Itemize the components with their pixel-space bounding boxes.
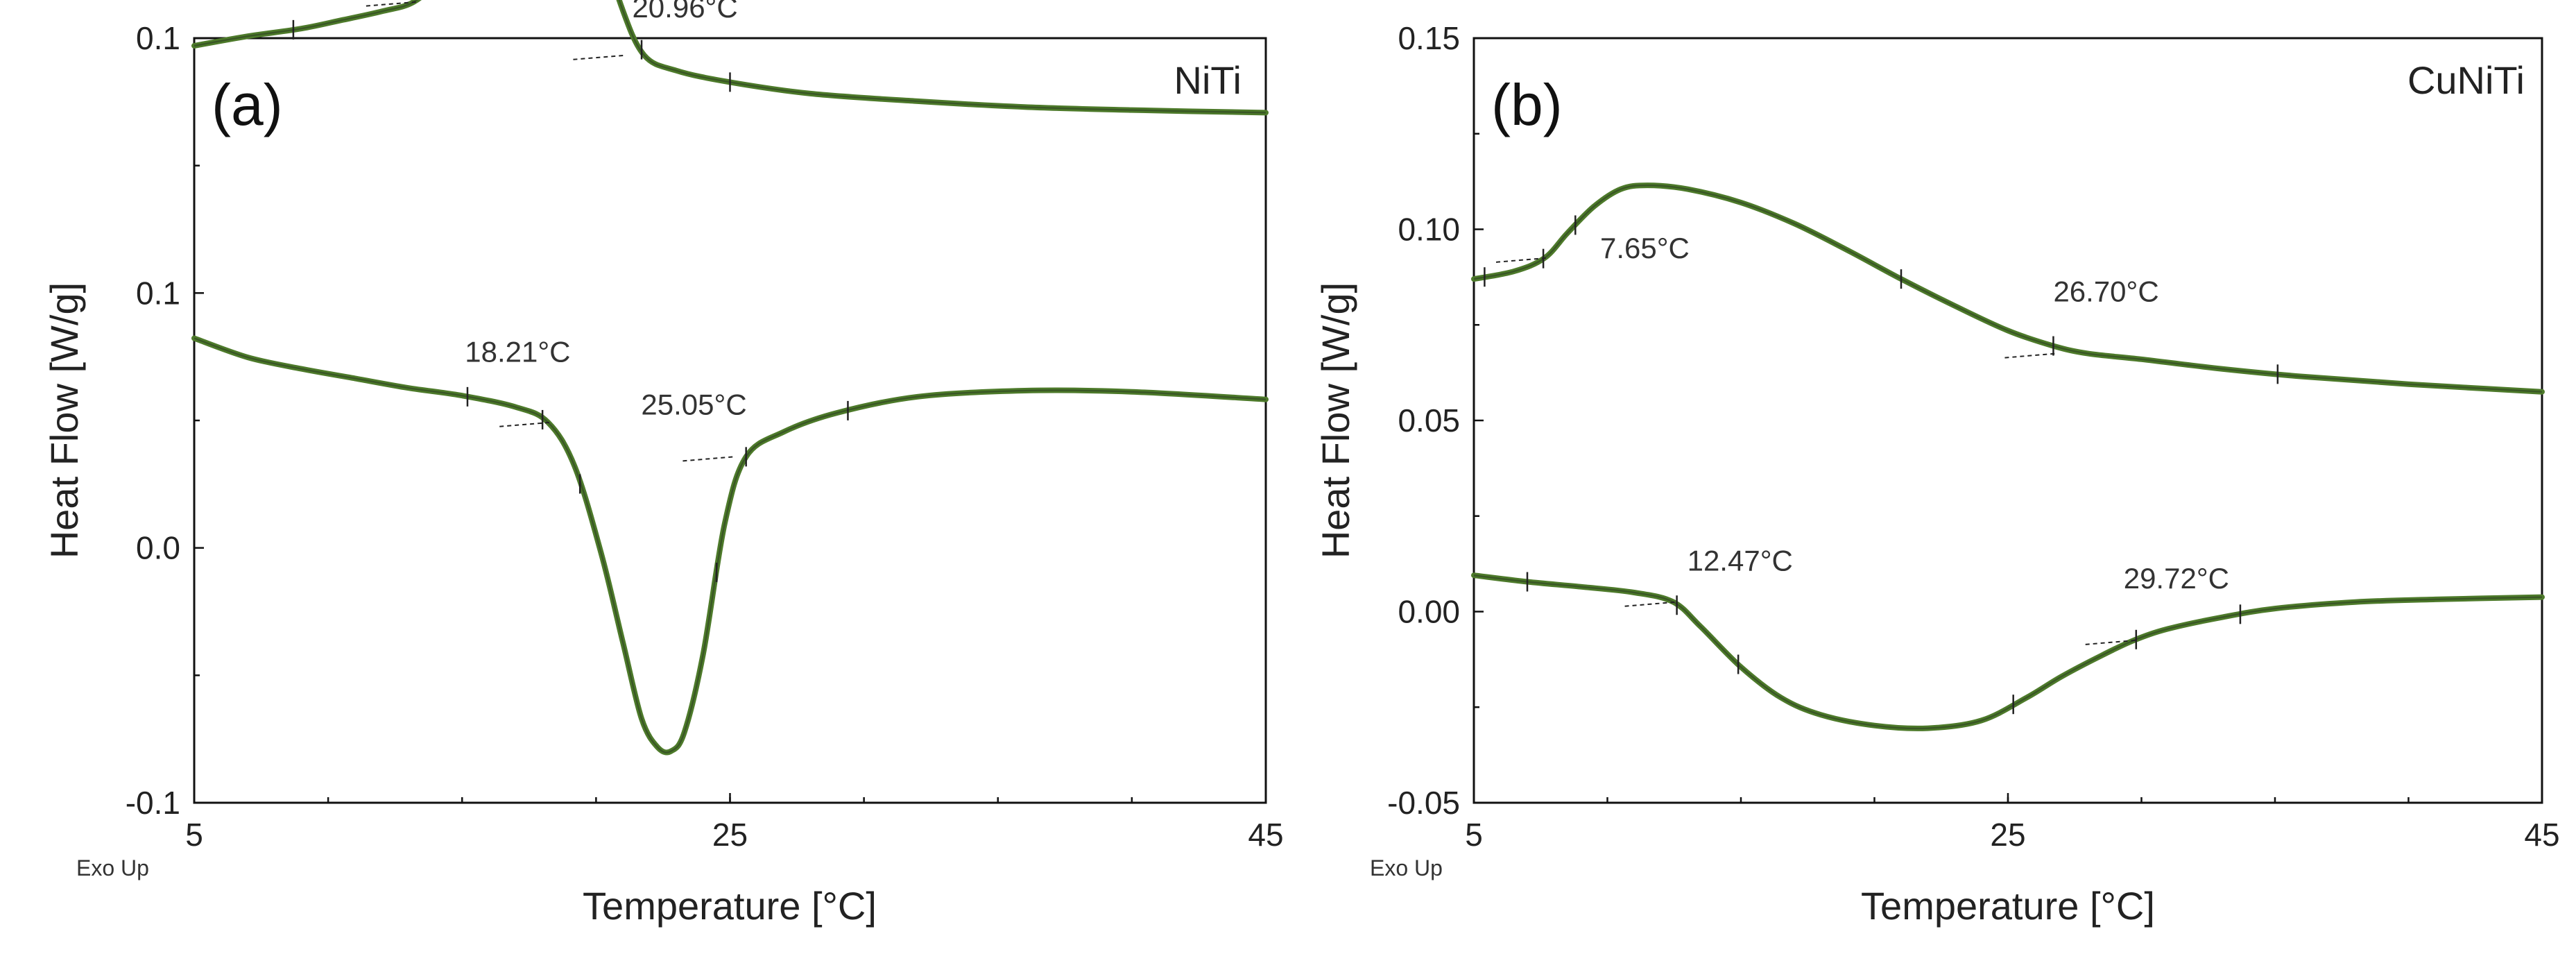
panel-b-x-axis-title: Temperature [°C] (1861, 884, 2155, 928)
panel-b-label: (b) (1491, 72, 1563, 137)
x-tick-label: 25 (712, 817, 748, 853)
onset-baseline (499, 421, 551, 427)
onset-baseline (573, 54, 625, 60)
onset-temperature-label: 25.05°C (641, 389, 746, 421)
panel-a-annotations: 13.23°C20.96°C18.21°C25.05°C (465, 0, 746, 421)
y-tick-label: 0.1 (136, 20, 180, 56)
panel-a-y-ticks: -0.1 0.0 0.1 0.1 (126, 20, 204, 821)
series-line-shadow-heating (194, 337, 1266, 753)
panel-a-series (191, 0, 1269, 756)
x-tick-label: 45 (2524, 817, 2559, 853)
y-tick-label: 0.0 (136, 530, 180, 566)
onset-temperature-label: 18.21°C (465, 336, 570, 368)
y-tick-label: 0.1 (136, 275, 180, 311)
y-tick-label: -0.1 (126, 785, 180, 821)
panel-b: -0.05 0.00 0.05 0.10 0.15 5 25 45 7.65°C 26.70°… (1314, 20, 2560, 928)
panel-b-annotations: 7.65°C 26.70°C 12.47°C 29.72°C (1600, 232, 2229, 595)
panel-b-frame (1472, 37, 2543, 804)
panel-b-material-label: CuNiTi (2407, 58, 2525, 102)
panel-b-marks (1484, 215, 2279, 715)
panel-b-y-axis-title: Heat Flow [W/g] (1314, 282, 1357, 559)
panel-a-material-label: NiTi (1174, 58, 1242, 102)
y-tick-label: 0.10 (1398, 212, 1460, 248)
onset-temperature-label: 20.96°C (632, 0, 737, 24)
x-tick-label: 5 (185, 817, 203, 853)
onset-baseline (2085, 639, 2137, 645)
onset-baseline (1495, 257, 1548, 263)
panel-a-marks (292, 1, 849, 583)
series-line-shadow-cooling (1473, 184, 2543, 393)
onset-temperature-label: 26.70°C (2053, 275, 2158, 308)
y-tick-label: 0.00 (1398, 594, 1460, 630)
panel-b-y-ticks: -0.05 0.00 0.05 0.10 0.15 (1387, 20, 1484, 821)
panel-a-x-ticks: 5 25 45 (185, 793, 1284, 853)
y-tick-label: 0.05 (1398, 402, 1460, 438)
x-tick-label: 45 (1248, 817, 1283, 853)
x-tick-label: 25 (1990, 817, 2025, 853)
panel-a-label: (a) (212, 72, 283, 137)
series-line-cooling (1471, 182, 2545, 395)
onset-temperature-label: 29.72°C (2124, 562, 2229, 595)
onset-temperature-label: 12.47°C (1688, 545, 1793, 577)
y-tick-label: 0.15 (1398, 20, 1460, 56)
panel-b-exo-up-note: Exo Up (1370, 855, 1443, 880)
panel-a-y-axis-title: Heat Flow [W/g] (42, 282, 86, 559)
panel-a-exo-up-note: Exo Up (76, 855, 149, 880)
onset-baseline (682, 456, 735, 462)
x-tick-label: 5 (1465, 817, 1483, 853)
y-tick-label: -0.05 (1387, 785, 1460, 821)
series-line-shadow-heating (1473, 574, 2543, 730)
onset-baseline (2004, 352, 2056, 359)
series-line-shadow-cooling (194, 0, 1266, 114)
panel-b-x-ticks: 5 25 45 (1465, 793, 2560, 853)
onset-baseline (366, 1, 418, 7)
panel-b-series (1471, 182, 2545, 731)
onset-temperature-label: 7.65°C (1600, 232, 1690, 264)
onset-baseline (1624, 601, 1676, 607)
panel-a-x-axis-title: Temperature [°C] (583, 884, 877, 928)
series-line-heating (1471, 572, 2545, 731)
